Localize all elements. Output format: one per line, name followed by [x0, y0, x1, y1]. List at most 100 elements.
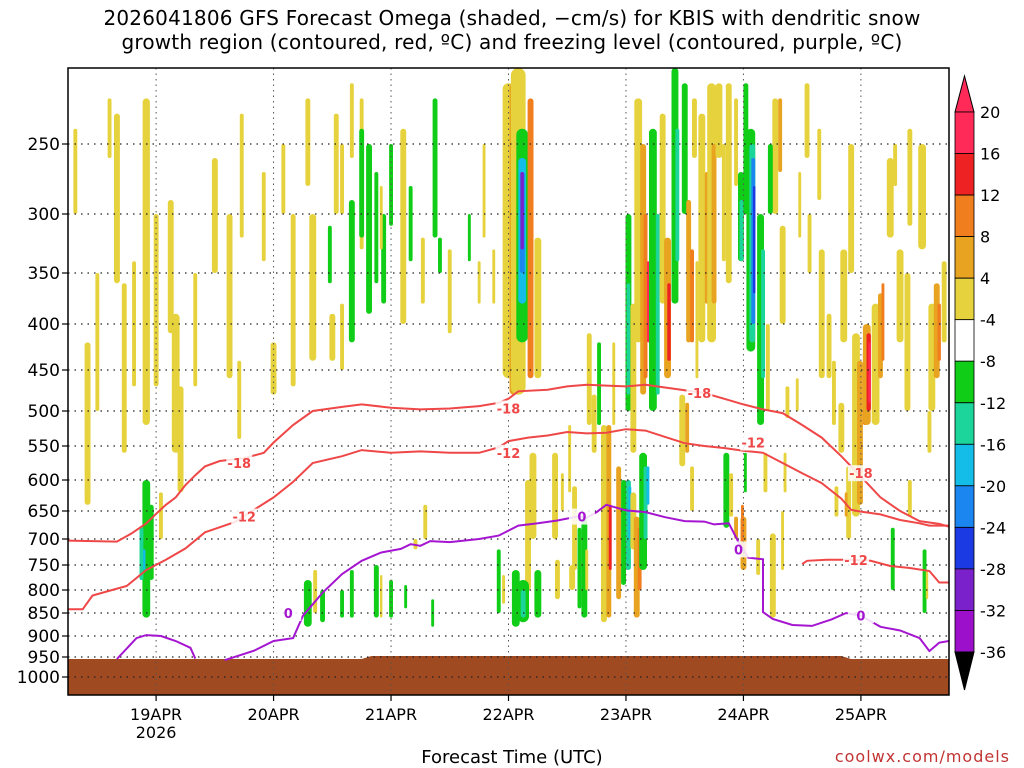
- omega-shade-cell: [555, 559, 560, 600]
- contour-label: 0: [568, 508, 595, 526]
- contour-label: -12: [740, 434, 767, 452]
- contour-label-text: 0: [284, 607, 293, 622]
- y-tick-label: 700: [28, 530, 60, 550]
- colorbar-label: -16: [980, 435, 1006, 454]
- omega-shade-cell: [643, 214, 648, 379]
- contour-label: -12: [495, 444, 522, 462]
- omega-shade-cell: [927, 411, 932, 453]
- x-tick-label: 23APR: [600, 705, 652, 724]
- contour-label-bg: [231, 508, 258, 525]
- omega-shade-cell: [193, 273, 198, 387]
- omega-shade-cell: [686, 200, 692, 343]
- omega-shade-cell: [772, 98, 779, 214]
- omega-shade-cell: [743, 452, 747, 493]
- omega-shade-cell: [826, 313, 832, 379]
- omega-shade-cell: [438, 237, 442, 273]
- omega-shade-cell: [447, 249, 452, 334]
- omega-shade-cell: [941, 261, 947, 343]
- y-tick-label: 450: [28, 361, 60, 381]
- omega-shade-cell: [817, 128, 822, 200]
- x-tick-label: 25APR: [835, 705, 887, 724]
- contour-label-text: -12: [844, 554, 868, 569]
- contour-label-text: 0: [734, 543, 743, 558]
- omega-shade-cell: [765, 324, 770, 411]
- omega-shade-cell: [520, 590, 526, 618]
- contour-label: -18: [847, 465, 874, 482]
- omega-shade-cell: [142, 480, 151, 618]
- x-tick-sublabel: 2026: [136, 723, 177, 742]
- omega-shade-cell: [525, 480, 531, 590]
- omega-shade-cell: [893, 144, 898, 186]
- omega-shade-cell: [379, 186, 383, 250]
- colorbar-swatch: [954, 568, 975, 611]
- omega-shade-cell: [520, 172, 524, 250]
- omega-shade-cell: [655, 214, 660, 395]
- colorbar-swatch: [954, 236, 975, 279]
- contour-label-text: -12: [497, 447, 521, 462]
- omega-shade-cell: [270, 342, 277, 395]
- omega-shade-cell: [400, 128, 407, 324]
- omega-shade-cell: [121, 283, 127, 453]
- omega-shade-cell: [840, 249, 848, 343]
- contour-label: -12: [843, 551, 870, 569]
- omega-shade-cell: [477, 261, 481, 304]
- omega-shade-cell: [690, 466, 694, 511]
- omega-shade-cell: [552, 452, 558, 539]
- omega-shade-cell: [761, 249, 765, 379]
- omega-shade-cell: [779, 225, 786, 324]
- y-tick-label: 600: [28, 471, 60, 491]
- y-tick-label: 800: [28, 581, 60, 601]
- chart-title-line-1: 2026041806 GFS Forecast Omega (shaded, −…: [103, 6, 921, 30]
- contour-label-text: 0: [856, 609, 865, 624]
- omega-shade-cell: [159, 492, 163, 539]
- credit-text[interactable]: coolwx.com/models: [834, 747, 1010, 766]
- omega-shade-cell: [529, 452, 537, 539]
- contour-label-text: -18: [497, 403, 521, 418]
- colorbar-label: -24: [980, 518, 1006, 537]
- omega-shade-cell: [420, 237, 425, 304]
- omega-shade-cell: [783, 452, 787, 493]
- omega-shade-cell: [838, 402, 845, 453]
- omega-shade-cell: [281, 144, 286, 214]
- omega-shade-cell: [143, 549, 146, 570]
- contour-label-bg: [275, 605, 302, 621]
- omega-shade-cell: [303, 580, 312, 627]
- omega-shade-cell: [818, 249, 825, 379]
- omega-shade-cell: [482, 144, 486, 238]
- terrain-surface: [68, 656, 949, 695]
- omega-shade-cell: [769, 533, 776, 618]
- omega-shade-cell: [305, 98, 311, 186]
- omega-shade-cell: [846, 466, 852, 539]
- contour-label-bg: [568, 508, 595, 525]
- colorbar-top-arrow: [954, 74, 975, 113]
- omega-shade-cell: [366, 144, 372, 314]
- omega-shade-cell: [569, 565, 576, 590]
- omega-shade-cell: [763, 452, 768, 493]
- omega-shade-cell: [404, 585, 408, 609]
- omega-shade-cell: [359, 128, 365, 238]
- y-tick-label: 950: [28, 648, 60, 668]
- omega-shade-cell: [756, 539, 761, 575]
- omega-shade-cell: [807, 214, 812, 273]
- omega-shade-cell: [781, 511, 784, 570]
- omega-shade-cell: [333, 113, 339, 214]
- omega-shade-cell: [630, 303, 637, 453]
- omega-shade-cell: [795, 378, 799, 411]
- omega-shade-cell: [340, 144, 344, 214]
- colorbar-swatch: [954, 610, 975, 653]
- x-axis-label: Forecast Time (UTC): [421, 747, 603, 768]
- omega-shade-cell: [925, 570, 929, 600]
- y-tick-label: 250: [28, 135, 60, 155]
- colorbar-swatch: [954, 319, 975, 362]
- contour-label-bg: [740, 434, 767, 451]
- y-tick-label: 400: [28, 315, 60, 335]
- y-tick-label: 500: [28, 402, 60, 422]
- omega-shade-cell: [329, 313, 336, 361]
- contour-label: -18: [226, 455, 253, 472]
- omega-shade-cell: [922, 549, 927, 613]
- contour-label: 0: [275, 605, 302, 622]
- omega-shade-cell: [211, 158, 218, 273]
- omega-shade-cell: [177, 386, 184, 493]
- omega-shade-cell: [349, 570, 354, 618]
- y-tick-label: 300: [28, 205, 60, 225]
